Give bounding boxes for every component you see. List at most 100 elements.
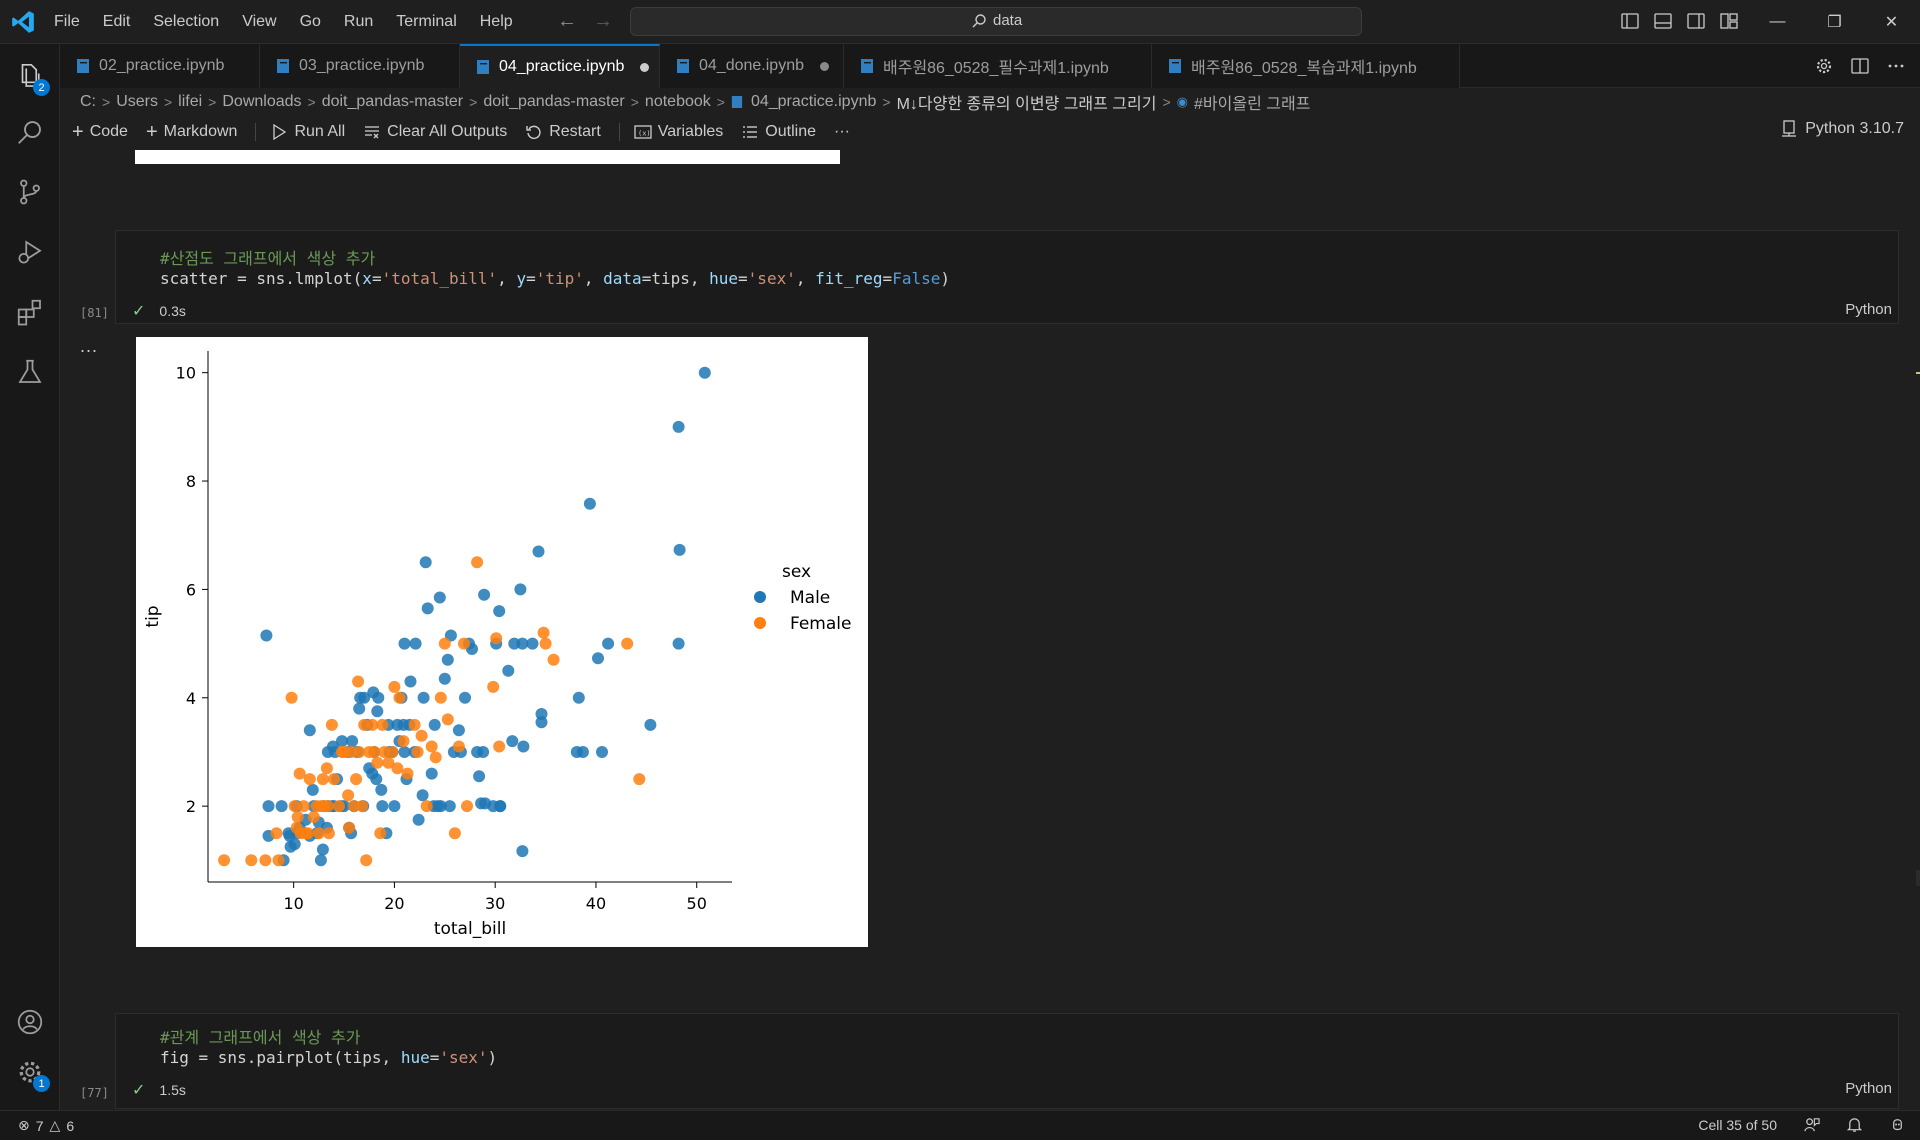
vscode-logo-icon[interactable] (10, 9, 36, 35)
toggle-primary-sidebar-icon[interactable] (1620, 11, 1640, 31)
settings-gear-icon[interactable] (1814, 56, 1834, 76)
outline-button[interactable]: Outline (741, 123, 816, 141)
menu-go[interactable]: Go (299, 13, 321, 30)
scatter-point-male (526, 637, 539, 650)
scatter-point-male (493, 605, 506, 618)
minimize-icon[interactable]: — (1769, 13, 1786, 30)
scatter-point-female (328, 773, 340, 786)
tab-review-assignment[interactable]: 배주원86_0528_복습과제1.ipynb (1152, 44, 1460, 88)
copilot-icon[interactable] (1889, 1116, 1906, 1133)
menu-file[interactable]: File (54, 13, 80, 30)
unsaved-dot-icon[interactable] (819, 61, 829, 71)
cell-position[interactable]: Cell 35 of 50 (1698, 1116, 1777, 1133)
editor-actions (1814, 56, 1906, 76)
accounts-icon[interactable] (12, 1004, 48, 1040)
close-icon[interactable]: ✕ (1884, 14, 1899, 31)
breadcrumb-markdown-heading[interactable]: M↓다양한 종류의 이변량 그래프 그리기 (896, 96, 1157, 113)
run-all-button[interactable]: Run All (270, 123, 345, 141)
code-comment[interactable]: #산점도 그래프에서 색상 추가 (160, 249, 376, 268)
more-dots-icon: ··· (834, 123, 850, 140)
scatter-point-female (374, 827, 387, 840)
kernel-picker[interactable]: Python 3.10.7 (1781, 120, 1904, 138)
cell-output-plot: 10 20 30 40 50 2 4 6 8 10 total_bill tip sex Mal… (136, 337, 868, 947)
scatter-point-female (621, 637, 634, 650)
search-view-icon[interactable] (12, 114, 48, 150)
y-tick-label: 2 (186, 797, 196, 816)
add-code-cell-button[interactable]: + Code (72, 121, 128, 144)
run-debug-icon[interactable] (12, 234, 48, 270)
code-line-lmplot[interactable]: scatter = sns.lmplot(x='total_bill', y='… (160, 269, 950, 288)
tab-02-practice[interactable]: 02_practice.ipynb (60, 44, 260, 88)
breadcrumb-item[interactable]: C: (80, 93, 96, 110)
breadcrumb-item[interactable]: lifei (178, 93, 203, 110)
unsaved-dot-icon[interactable] (640, 62, 650, 72)
plus-icon: + (72, 120, 84, 143)
scatter-point-female (259, 854, 272, 867)
success-check-icon: ✓ (132, 1082, 146, 1099)
variables-button[interactable]: (x) Variables (634, 123, 723, 141)
cell-language-label[interactable]: Python (1845, 301, 1892, 318)
manage-gear-icon[interactable]: 1 (12, 1054, 50, 1092)
scatter-point-male (375, 783, 388, 796)
scatter-point-female (321, 800, 334, 813)
menu-help[interactable]: Help (479, 13, 513, 30)
restart-label: Restart (549, 123, 601, 140)
breadcrumb-item[interactable]: doit_pandas-master (483, 93, 625, 110)
code-line-pairplot[interactable]: fig = sns.pairplot(tips, hue='sex') (160, 1048, 498, 1067)
breadcrumb-item[interactable]: Downloads (222, 93, 302, 110)
menu-selection[interactable]: Selection (153, 13, 220, 30)
menu-terminal[interactable]: Terminal (396, 13, 457, 30)
more-toolbar-actions[interactable]: ··· (834, 123, 850, 141)
breadcrumb-item[interactable]: Users (116, 93, 158, 110)
toggle-panel-icon[interactable] (1653, 11, 1673, 31)
back-arrow-icon[interactable]: ← (557, 10, 577, 32)
scatter-point-male (404, 675, 417, 688)
scatter-point-female (325, 718, 338, 731)
scatter-point-male (371, 705, 384, 718)
tab-04-done[interactable]: 04_done.ipynb (660, 44, 844, 88)
menu-view[interactable]: View (242, 13, 277, 30)
scroll-thumb[interactable] (1916, 870, 1920, 886)
menu-edit[interactable]: Edit (102, 13, 131, 30)
split-editor-icon[interactable] (1850, 56, 1870, 76)
add-markdown-cell-button[interactable]: + Markdown (146, 121, 238, 144)
menu-run[interactable]: Run (343, 13, 374, 30)
breadcrumb-item[interactable]: notebook (644, 93, 711, 110)
problems-indicator[interactable]: ⊗ 7 △ 6 (18, 1117, 74, 1134)
command-center-search[interactable]: data (630, 7, 1362, 36)
scatter-point-female (297, 800, 310, 813)
breadcrumb-item[interactable]: doit_pandas-master (321, 93, 464, 110)
scatter-point-male (358, 691, 371, 704)
tab-03-practice[interactable]: 03_practice.ipynb (260, 44, 460, 88)
code-cell-81[interactable]: #산점도 그래프에서 색상 추가 scatter = sns.lmplot(x=… (115, 230, 1899, 324)
output-more-actions[interactable]: ... (80, 336, 99, 356)
source-control-icon[interactable] (12, 174, 48, 210)
testing-flask-icon[interactable] (12, 354, 48, 390)
more-actions-icon[interactable] (1886, 56, 1906, 76)
forward-arrow-icon[interactable]: → (593, 10, 613, 32)
restart-kernel-button[interactable]: Restart (525, 123, 601, 141)
notifications-bell-icon[interactable] (1846, 1116, 1863, 1133)
extensions-icon[interactable] (12, 294, 48, 330)
tab-04-practice[interactable]: 04_practice.ipynb (460, 44, 660, 88)
chart-legend: sex Male Female (754, 562, 851, 634)
python-icon: ◉ (1176, 94, 1189, 109)
explorer-icon[interactable]: 2 (12, 58, 50, 96)
scatter-point-female (493, 740, 506, 753)
scatter-point-male (336, 735, 348, 748)
toggle-secondary-sidebar-icon[interactable] (1686, 11, 1706, 31)
restore-icon[interactable]: ❐ (1827, 14, 1842, 31)
breadcrumb-code-symbol[interactable]: #바이올린 그래프 (1194, 96, 1311, 113)
customize-layout-icon[interactable] (1719, 11, 1739, 31)
tab-required-assignment[interactable]: 배주원86_0528_필수과제1.ipynb (844, 44, 1152, 88)
breadcrumb-item[interactable]: 04_practice.ipynb (750, 93, 877, 110)
cell-language-label[interactable]: Python (1845, 1080, 1892, 1097)
execution-duration: 1.5s (159, 1082, 186, 1098)
code-cell-77[interactable]: #관계 그래프에서 색상 추가 fig = sns.pairplot(tips,… (115, 1013, 1899, 1109)
legend-marker-male (754, 591, 766, 603)
feedback-icon[interactable] (1803, 1116, 1820, 1133)
code-comment[interactable]: #관계 그래프에서 색상 추가 (160, 1028, 361, 1047)
x-tick-label: 40 (586, 894, 606, 913)
scatter-point-male (478, 588, 491, 601)
clear-all-outputs-button[interactable]: Clear All Outputs (363, 123, 507, 141)
